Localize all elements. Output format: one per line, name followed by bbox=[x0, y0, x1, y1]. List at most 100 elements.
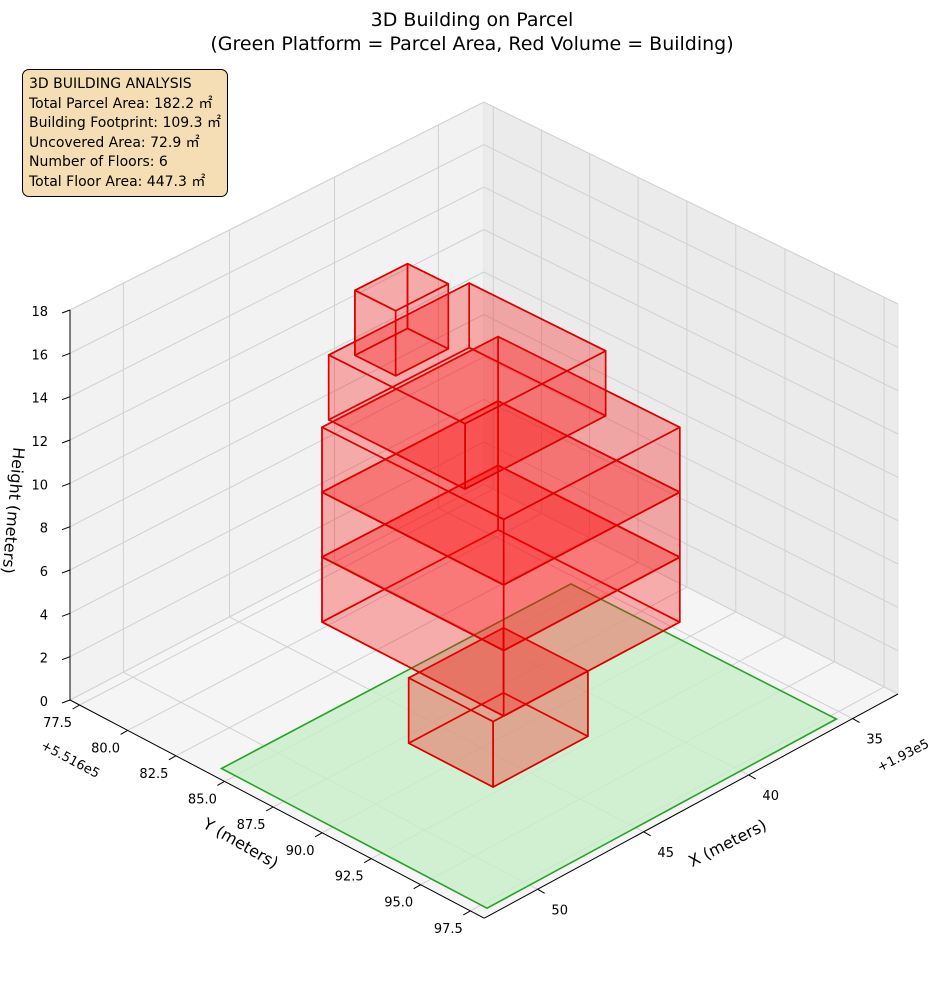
z-tick-label: 6 bbox=[40, 565, 48, 580]
floor-face bbox=[407, 626, 589, 723]
z-tick-label: 18 bbox=[31, 305, 48, 320]
grid-z-left bbox=[69, 356, 485, 571]
z-tick-label: 2 bbox=[40, 652, 48, 667]
y-tick-label: 80.0 bbox=[91, 741, 120, 756]
x-axis-label: X (meters) bbox=[685, 815, 769, 871]
grid-z-left bbox=[69, 314, 485, 528]
y-axis-line bbox=[69, 699, 485, 919]
grid-x-floor bbox=[438, 507, 853, 720]
y-tick-mark bbox=[363, 858, 372, 864]
grid-z-right bbox=[483, 144, 899, 348]
x-tick-label: 45 bbox=[657, 846, 674, 861]
grid-z-left bbox=[69, 271, 485, 484]
y-tick-mark bbox=[72, 704, 80, 710]
grid-z-right bbox=[483, 271, 899, 478]
tick-labels: 3540455077.580.082.585.087.590.092.595.0… bbox=[31, 305, 882, 937]
analysis-line-footprint: Building Footprint: 109.3 ㎡ bbox=[29, 115, 222, 132]
y-tick-mark bbox=[217, 780, 225, 786]
x-axis-line bbox=[483, 693, 899, 919]
x-tick-label: 40 bbox=[762, 789, 779, 804]
y-tick-mark bbox=[265, 806, 274, 812]
y-tick-label: 87.5 bbox=[237, 818, 266, 833]
grid-z-right bbox=[483, 101, 899, 305]
grid-y-floor bbox=[79, 488, 494, 706]
floor-face bbox=[327, 282, 607, 425]
x-tick-label: 35 bbox=[866, 733, 883, 748]
grid-z-left bbox=[69, 144, 485, 354]
y-tick-label: 77.5 bbox=[43, 716, 72, 731]
z-tick-mark bbox=[61, 656, 71, 661]
y-tick-label: 82.5 bbox=[139, 767, 168, 782]
parcel-platform-group bbox=[219, 582, 839, 910]
z-tick-mark bbox=[61, 612, 71, 617]
y-tick-label: 97.5 bbox=[434, 922, 463, 937]
building-analysis-box: 3D BUILDING ANALYSIS Total Parcel Area: … bbox=[22, 69, 228, 197]
x-tick-mark bbox=[537, 888, 545, 894]
z-tick-label: 10 bbox=[31, 478, 48, 493]
grid-z-left bbox=[69, 441, 485, 658]
grid-z-left bbox=[69, 398, 485, 614]
z-tick-mark bbox=[61, 699, 71, 704]
y-tick-label: 85.0 bbox=[188, 792, 217, 807]
x-tick-mark bbox=[852, 718, 860, 724]
z-axis-label: Height (meters) bbox=[0, 446, 28, 574]
x-tick-label: 50 bbox=[551, 903, 568, 918]
grid-z-right bbox=[483, 398, 899, 608]
chart-subtitle: (Green Platform = Parcel Area, Red Volum… bbox=[210, 33, 733, 55]
grid-z-right bbox=[483, 186, 899, 392]
analysis-heading: 3D BUILDING ANALYSIS bbox=[29, 76, 192, 92]
z-tick-mark bbox=[61, 526, 71, 531]
y-tick-label: 90.0 bbox=[286, 844, 315, 859]
z-tick-label: 8 bbox=[40, 522, 48, 537]
y-tick-label: 92.5 bbox=[335, 870, 364, 885]
y-tick-label: 95.0 bbox=[384, 896, 413, 911]
z-tick-label: 12 bbox=[31, 435, 48, 450]
building-group bbox=[321, 262, 681, 788]
x-offset-label: +1.93e5 bbox=[875, 737, 932, 776]
z-tick-label: 16 bbox=[31, 348, 48, 363]
grid-y-floor bbox=[127, 513, 542, 731]
floor-face bbox=[321, 335, 681, 521]
z-tick-mark bbox=[61, 309, 71, 314]
grid-z-left bbox=[69, 186, 485, 398]
z-tick-mark bbox=[61, 439, 71, 444]
z-tick-mark bbox=[61, 352, 71, 357]
x-tick-mark bbox=[748, 774, 756, 780]
axis-lines bbox=[61, 309, 899, 919]
grid-z-right bbox=[483, 314, 899, 522]
z-tick-label: 0 bbox=[40, 695, 48, 710]
floor-face bbox=[354, 262, 450, 312]
chart-title: 3D Building on Parcel bbox=[371, 9, 574, 31]
floor-box-5 bbox=[327, 282, 607, 490]
z-tick-mark bbox=[61, 482, 71, 487]
grid-z-right bbox=[483, 356, 899, 565]
floor-box-6 bbox=[354, 262, 450, 377]
z-tick-mark bbox=[61, 396, 71, 401]
grid-z-right bbox=[483, 441, 899, 652]
z-tick-label: 4 bbox=[40, 608, 48, 623]
x-tick-mark bbox=[643, 831, 651, 837]
analysis-line-parcel-area: Total Parcel Area: 182.2 ㎡ bbox=[29, 95, 213, 112]
floor-box-4 bbox=[321, 335, 681, 586]
y-tick-mark bbox=[413, 884, 421, 890]
grid-z-right bbox=[483, 483, 899, 695]
grid-z-left bbox=[69, 483, 485, 701]
y-tick-mark bbox=[168, 755, 177, 761]
grid-z-left bbox=[69, 229, 485, 441]
z-tick-label: 14 bbox=[31, 392, 48, 407]
grid-z-left bbox=[69, 101, 485, 311]
analysis-line-floor-area: Total Floor Area: 447.3 ㎡ bbox=[29, 173, 206, 190]
y-tick-mark bbox=[463, 910, 471, 916]
y-tick-mark bbox=[120, 729, 128, 735]
grid-y-floor bbox=[175, 537, 590, 757]
y-tick-mark bbox=[314, 832, 323, 838]
analysis-line-floors: Number of Floors: 6 bbox=[29, 154, 168, 171]
parcel-platform bbox=[219, 582, 839, 910]
floor-box-1 bbox=[407, 626, 589, 788]
analysis-line-uncovered: Uncovered Area: 72.9 ㎡ bbox=[29, 134, 200, 151]
grid-z-right bbox=[483, 229, 899, 435]
floor-box-3 bbox=[321, 400, 681, 652]
z-tick-mark bbox=[61, 569, 71, 574]
